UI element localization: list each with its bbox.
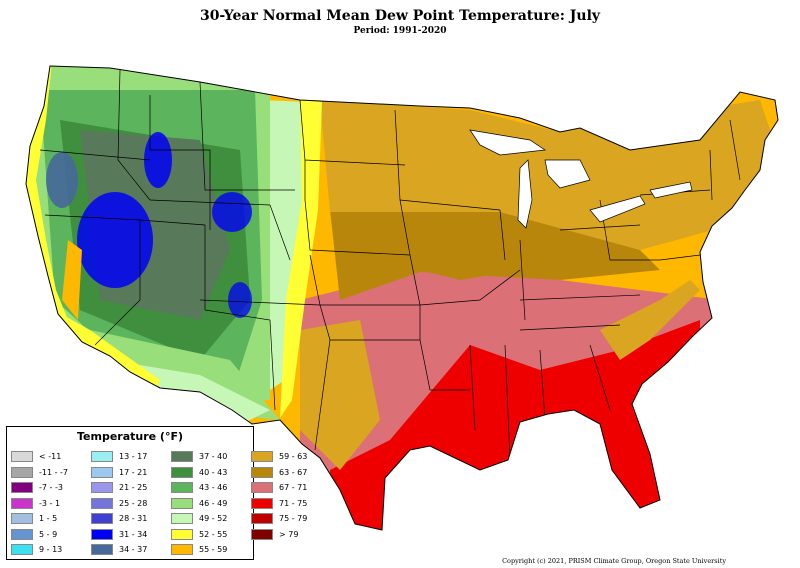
legend-swatch	[171, 528, 193, 540]
legend-label: < -11	[39, 452, 62, 462]
legend-swatch	[11, 528, 33, 540]
legend-swatch	[11, 482, 33, 494]
legend-swatch	[251, 497, 273, 509]
legend-swatch	[11, 513, 33, 525]
legend-swatch	[91, 497, 113, 509]
legend-label: 9 - 13	[39, 545, 63, 555]
legend-item: 55 - 59	[171, 542, 251, 558]
legend-item: 43 - 46	[171, 480, 251, 496]
great-lakes	[469, 129, 693, 229]
legend-item: 71 - 75	[251, 496, 307, 512]
legend-label: 75 - 79	[279, 514, 308, 524]
legend-item: 25 - 28	[91, 496, 171, 512]
legend-label: 34 - 37	[119, 545, 148, 555]
legend-label: 37 - 40	[199, 452, 228, 462]
legend-label: -11 - -7	[39, 467, 69, 477]
legend-swatch	[91, 451, 113, 463]
legend-swatch	[251, 451, 273, 463]
legend-grid: < -11 -11 - -7 -7 - -3 -3 - 1 1 - 5 5 - 9 9 - …	[11, 449, 307, 558]
legend-item: 1 - 5	[11, 511, 91, 527]
legend-swatch	[251, 513, 273, 525]
copyright-notice: Copyright (c) 2021, PRISM Climate Group,…	[502, 557, 726, 565]
legend-swatch	[251, 466, 273, 478]
legend-label: 63 - 67	[279, 467, 308, 477]
legend-swatch	[251, 482, 273, 494]
legend-label: 71 - 75	[279, 498, 308, 508]
legend-swatch	[91, 544, 113, 556]
legend-label: 31 - 34	[119, 529, 148, 539]
legend-item: 49 - 52	[171, 511, 251, 527]
legend-label: 5 - 9	[39, 529, 58, 539]
legend-item: 13 - 17	[91, 449, 171, 465]
legend-item: > 79	[251, 527, 307, 543]
legend-item: -7 - -3	[11, 480, 91, 496]
legend-label: 67 - 71	[279, 483, 308, 493]
legend-item: 40 - 43	[171, 465, 251, 481]
legend-swatch	[171, 482, 193, 494]
legend-item: 37 - 40	[171, 449, 251, 465]
legend-item: 46 - 49	[171, 496, 251, 512]
legend-swatch	[11, 451, 33, 463]
legend-label: 43 - 46	[199, 483, 228, 493]
state-boundaries	[39, 69, 741, 461]
legend-item: 28 - 31	[91, 511, 171, 527]
legend-item: 21 - 25	[91, 480, 171, 496]
legend-label: -3 - 1	[39, 498, 61, 508]
legend-title: Temperature (°F)	[76, 430, 184, 443]
legend-swatch	[11, 466, 33, 478]
legend-swatch	[91, 482, 113, 494]
legend-label: 1 - 5	[39, 514, 58, 524]
legend-item: 34 - 37	[91, 542, 171, 558]
legend-item: 63 - 67	[251, 465, 307, 481]
legend-item: < -11	[11, 449, 91, 465]
legend-item: 31 - 34	[91, 527, 171, 543]
legend-label: -7 - -3	[39, 483, 63, 493]
legend-label: 46 - 49	[199, 498, 228, 508]
legend-label: 52 - 55	[199, 529, 228, 539]
legend-label: 17 - 21	[119, 467, 148, 477]
legend-item: 59 - 63	[251, 449, 307, 465]
legend-label: 21 - 25	[119, 483, 148, 493]
legend-swatch	[11, 497, 33, 509]
legend-swatch	[91, 513, 113, 525]
legend-label: 25 - 28	[119, 498, 148, 508]
legend-swatch	[171, 466, 193, 478]
legend-swatch	[251, 528, 273, 540]
temperature-legend: Temperature (°F) < -11 -11 - -7 -7 - -3 -3 …	[6, 426, 307, 560]
us-outline	[25, 65, 779, 531]
legend-swatch	[171, 513, 193, 525]
legend-label: > 79	[279, 529, 299, 539]
legend-label: 55 - 59	[199, 545, 228, 555]
legend-item: 67 - 71	[251, 480, 307, 496]
legend-swatch	[91, 528, 113, 540]
legend-item: 52 - 55	[171, 527, 251, 543]
legend-item: -3 - 1	[11, 496, 91, 512]
legend-item: 5 - 9	[11, 527, 91, 543]
map-title: 30-Year Normal Mean Dew Point Temperatur…	[199, 8, 601, 24]
legend-item: 17 - 21	[91, 465, 171, 481]
legend-swatch	[11, 544, 33, 556]
legend-label: 59 - 63	[279, 452, 308, 462]
legend-swatch	[171, 497, 193, 509]
legend-item: 75 - 79	[251, 511, 307, 527]
legend-swatch	[171, 451, 193, 463]
legend-item: -11 - -7	[11, 465, 91, 481]
legend-item: 9 - 13	[11, 542, 91, 558]
legend-label: 28 - 31	[119, 514, 148, 524]
legend-label: 40 - 43	[199, 467, 228, 477]
map-subtitle: Period: 1991-2020	[353, 26, 447, 36]
legend-swatch	[171, 544, 193, 556]
legend-label: 49 - 52	[199, 514, 228, 524]
legend-swatch	[91, 466, 113, 478]
legend-label: 13 - 17	[119, 452, 148, 462]
